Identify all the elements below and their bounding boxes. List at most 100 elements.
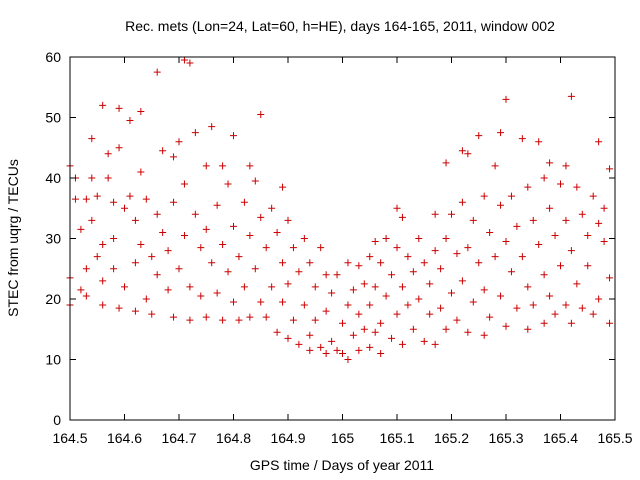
data-point	[606, 319, 614, 327]
data-point	[502, 322, 510, 330]
data-point	[311, 316, 319, 324]
data-point	[180, 180, 188, 188]
data-point	[507, 268, 515, 276]
data-point	[595, 295, 603, 303]
data-point	[355, 262, 363, 270]
data-point	[420, 337, 428, 345]
y-tick-label: 40	[45, 170, 61, 186]
data-point	[448, 210, 455, 218]
data-point	[448, 289, 455, 297]
data-point	[360, 280, 368, 288]
data-point	[442, 235, 450, 242]
data-point	[317, 343, 325, 351]
data-point	[235, 253, 243, 261]
data-point	[115, 144, 123, 152]
data-point	[426, 310, 434, 318]
data-point	[240, 283, 248, 291]
data-point	[371, 238, 379, 246]
data-point	[322, 271, 330, 279]
data-point	[606, 165, 614, 173]
data-point	[191, 129, 199, 137]
data-point	[131, 259, 139, 267]
data-point	[137, 107, 145, 115]
data-point	[219, 316, 227, 324]
x-tick-label: 164.9	[270, 430, 305, 446]
data-point	[557, 180, 564, 188]
data-point	[540, 174, 548, 182]
data-point	[213, 201, 221, 209]
data-point	[153, 271, 161, 279]
data-point	[289, 316, 297, 324]
x-tick-label: 164.7	[161, 430, 196, 446]
data-point	[240, 198, 248, 206]
data-point	[273, 228, 281, 236]
x-tick-label: 165.1	[379, 430, 414, 446]
data-point	[551, 231, 559, 239]
data-point	[284, 216, 292, 224]
data-point	[584, 231, 592, 239]
data-point	[99, 301, 107, 309]
data-point	[121, 204, 128, 212]
data-point	[88, 135, 96, 143]
data-point	[546, 159, 554, 167]
data-point	[497, 129, 505, 137]
data-point	[311, 283, 319, 291]
data-point	[377, 349, 385, 357]
y-tick-label: 20	[45, 291, 61, 307]
data-point	[295, 268, 303, 276]
data-point	[186, 59, 194, 67]
data-point	[475, 259, 483, 267]
data-point	[306, 259, 314, 267]
data-point	[344, 301, 352, 309]
data-point	[322, 307, 330, 315]
data-point	[137, 168, 145, 176]
data-point	[578, 210, 586, 218]
data-point	[257, 213, 265, 221]
data-point	[393, 204, 401, 212]
data-point	[502, 95, 510, 103]
data-point	[284, 280, 292, 288]
data-point	[284, 334, 292, 342]
data-point	[279, 183, 287, 191]
data-point	[213, 289, 221, 297]
data-point	[224, 268, 232, 276]
data-point	[246, 162, 254, 170]
data-point	[458, 198, 466, 206]
data-point	[339, 319, 346, 327]
data-point	[573, 280, 581, 288]
data-point	[230, 298, 237, 306]
data-point	[110, 265, 118, 273]
data-point	[540, 319, 548, 327]
data-point	[562, 162, 570, 170]
data-point	[230, 132, 237, 140]
data-point	[339, 349, 346, 357]
data-point	[142, 295, 150, 303]
data-point	[393, 244, 401, 252]
data-point	[322, 349, 330, 357]
data-point	[404, 253, 412, 261]
data-point	[186, 283, 194, 291]
data-point	[453, 250, 461, 258]
data-point	[469, 216, 477, 224]
data-point	[99, 241, 107, 249]
data-point	[349, 331, 357, 339]
data-point	[208, 259, 216, 267]
data-point	[524, 183, 532, 191]
data-point	[388, 334, 396, 342]
data-point	[273, 328, 281, 336]
data-point	[398, 283, 406, 291]
data-point	[404, 301, 412, 309]
data-point	[170, 313, 178, 321]
data-point	[415, 295, 423, 303]
data-point	[93, 192, 101, 200]
data-point	[557, 262, 564, 270]
data-point	[349, 286, 357, 294]
data-point	[420, 259, 428, 267]
data-point	[82, 265, 90, 273]
data-point	[235, 316, 243, 324]
data-point	[355, 310, 363, 318]
data-point	[289, 244, 297, 252]
data-point	[589, 310, 597, 318]
data-point	[71, 195, 79, 203]
data-point	[524, 283, 532, 291]
